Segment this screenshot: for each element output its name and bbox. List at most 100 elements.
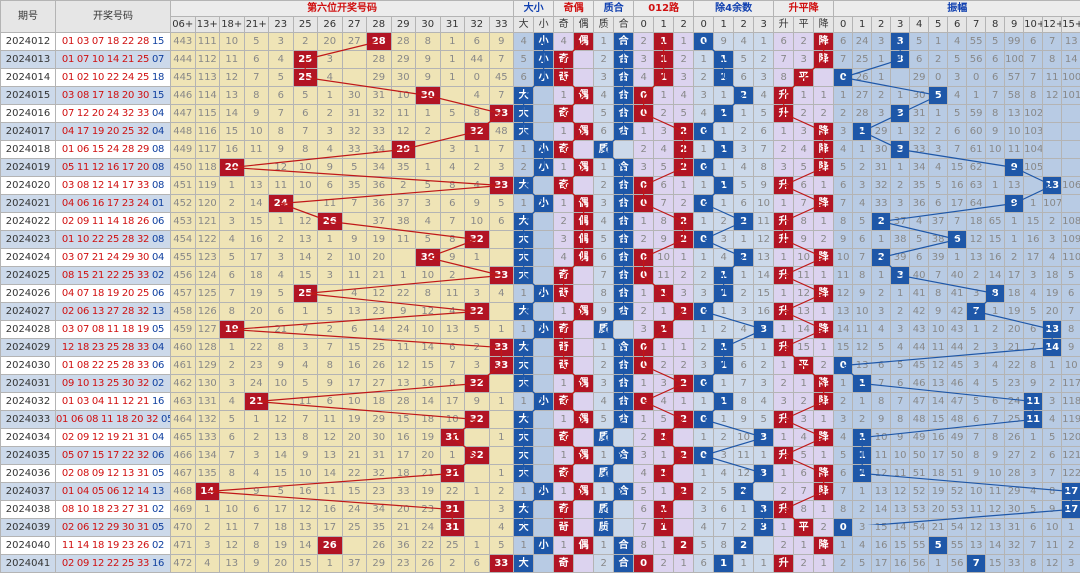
amp-miss: 3 (891, 321, 910, 339)
sixth-miss (489, 303, 514, 321)
sixth-miss: 29 (367, 69, 392, 87)
mod4-miss: 2 (694, 483, 714, 501)
sixth-miss: 37 (391, 195, 416, 213)
road012-miss: 6 (634, 501, 654, 519)
sixth-miss: 5 (220, 411, 245, 429)
pc-hit: 合 (614, 285, 634, 303)
pc-hit: 合 (614, 69, 634, 87)
sixth-miss: 17 (318, 519, 343, 537)
red-balls: 04 06 16 17 23 24 (62, 198, 152, 209)
trend-miss: 1 (794, 537, 814, 555)
amp-miss: 12 (986, 501, 1005, 519)
mod4-hit: 1 (714, 51, 734, 69)
sixth-miss: 9 (440, 249, 465, 267)
sixth-miss: 6 (489, 213, 514, 231)
pc-hit: 合 (614, 483, 634, 501)
sz-miss: 5 (514, 51, 534, 69)
oe-hit: 奇 (554, 339, 574, 357)
subheader-amp: 5 (929, 17, 948, 33)
subheader-amp: 9 (1005, 17, 1024, 33)
sz-hit: 大 (514, 231, 534, 249)
sixth-miss: 17 (269, 501, 294, 519)
amp-miss: 107 (1043, 195, 1062, 213)
amp-miss: 7 (1024, 69, 1043, 87)
blue-ball: 13 (152, 306, 164, 317)
oe-hit: 偶 (574, 447, 594, 465)
road012-miss (674, 519, 694, 537)
trend-miss: 2 (814, 357, 834, 375)
sixth-miss: 15 (293, 555, 318, 573)
mod4-miss: 1 (694, 393, 714, 411)
oe-miss (574, 465, 594, 483)
sixth-miss: 5 (293, 375, 318, 393)
road012-miss: 10 (654, 249, 674, 267)
amp-miss (1062, 105, 1080, 123)
sixth-miss: 12 (416, 303, 441, 321)
trend-hit: 降 (814, 195, 834, 213)
subheader-amp: 12+ (1043, 17, 1062, 33)
amp-miss: 7 (948, 141, 967, 159)
pc-hit: 质 (594, 501, 614, 519)
amp-miss: 16 (986, 249, 1005, 267)
amp-miss: 3 (967, 285, 986, 303)
trend-hit: 降 (814, 51, 834, 69)
sixth-miss: 16 (220, 141, 245, 159)
trend-miss: 7 (774, 51, 794, 69)
amp-miss: 56 (967, 51, 986, 69)
trend-miss: 12 (794, 285, 814, 303)
sixth-miss: 23 (244, 357, 269, 375)
sixth-miss: 132 (195, 411, 220, 429)
sz-hit: 大 (514, 465, 534, 483)
mod4-miss: 4 (734, 33, 754, 51)
amp-miss: 7 (853, 249, 872, 267)
road012-hit: 1 (654, 285, 674, 303)
sixth-miss: 1 (489, 393, 514, 411)
mod4-miss: 1 (714, 303, 734, 321)
sixth-miss: 16 (416, 375, 441, 393)
sixth-miss: 16 (318, 501, 343, 519)
sixth-miss: 122 (195, 231, 220, 249)
pc-miss: 6 (594, 123, 614, 141)
sixth-miss: 16 (391, 429, 416, 447)
amp-miss: 48 (910, 411, 929, 429)
trend-miss: 4 (794, 141, 814, 159)
amp-miss: 2 (967, 267, 986, 285)
amp-miss: 21 (929, 519, 948, 537)
sixth-miss: 11 (269, 177, 294, 195)
road012-miss: 1 (674, 393, 694, 411)
sz-miss (534, 87, 554, 105)
trend-hit: 降 (814, 249, 834, 267)
oe-miss: 1 (554, 303, 574, 321)
amp-miss: 48 (948, 411, 967, 429)
mod4-miss: 7 (754, 141, 774, 159)
amp-miss: 9 (986, 447, 1005, 465)
sixth-miss: 5 (489, 195, 514, 213)
road012-miss: 9 (654, 231, 674, 249)
amp-miss: 13 (929, 375, 948, 393)
sixth-miss: 20 (318, 33, 343, 51)
sixth-miss: 35 (367, 519, 392, 537)
amp-miss: 9 (967, 465, 986, 483)
sixth-miss: 29 (367, 555, 392, 573)
mod4-hit: 0 (694, 123, 714, 141)
road012-hit: 2 (674, 231, 694, 249)
mod4-miss: 2 (694, 267, 714, 285)
sixth-miss: 34 (367, 141, 392, 159)
sz-miss (534, 357, 554, 375)
amp-hit: 3 (891, 33, 910, 51)
sixth-miss: 29 (367, 411, 392, 429)
sixth-miss (440, 87, 465, 105)
sixth-miss: 117 (195, 141, 220, 159)
amp-miss: 5 (1062, 267, 1080, 285)
amp-miss: 18 (1043, 267, 1062, 285)
oe-hit: 偶 (574, 87, 594, 105)
draw-numbers: 04 07 18 19 20 25 06 (56, 285, 171, 303)
road012-miss: 7 (654, 195, 674, 213)
amp-miss: 1 (948, 249, 967, 267)
amp-miss: 12 (1043, 555, 1062, 573)
red-balls: 04 17 19 20 25 32 (62, 126, 152, 137)
amp-miss: 12 (967, 231, 986, 249)
amp-miss: 6 (986, 51, 1005, 69)
amp-miss: 7 (1043, 465, 1062, 483)
